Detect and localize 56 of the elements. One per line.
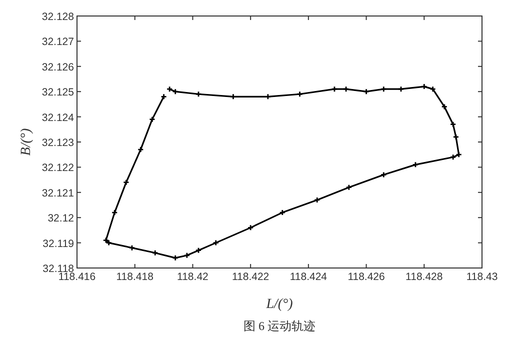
y-tick-label: 32.126 xyxy=(42,61,74,74)
y-tick-label: 32.12 xyxy=(48,212,74,225)
y-tick-label: 32.119 xyxy=(42,238,74,250)
point xyxy=(150,116,155,122)
point xyxy=(297,92,302,97)
point xyxy=(112,210,118,216)
point xyxy=(196,92,201,97)
x-tick-label: 118.424 xyxy=(290,271,328,283)
point xyxy=(103,238,108,243)
point xyxy=(124,180,129,185)
y-tick-label: 32.127 xyxy=(42,36,74,48)
point xyxy=(129,245,134,250)
point xyxy=(172,89,178,94)
point xyxy=(381,172,386,178)
line-series xyxy=(103,84,462,260)
point xyxy=(430,86,436,92)
point xyxy=(248,225,254,230)
x-tick-label: 118.42 xyxy=(177,271,209,283)
x-tick-label: 118.428 xyxy=(406,271,443,283)
point xyxy=(184,252,190,258)
point xyxy=(106,240,112,246)
point xyxy=(422,84,427,90)
point xyxy=(364,89,369,94)
point xyxy=(314,197,320,202)
point xyxy=(138,147,144,152)
point xyxy=(456,152,462,158)
point xyxy=(398,86,404,92)
point xyxy=(332,86,337,92)
point xyxy=(152,250,158,256)
caption: 图 6 运动轨迹 xyxy=(244,319,316,333)
x-axis-title: L/(°) xyxy=(265,297,294,312)
point xyxy=(381,86,386,92)
x-tick-label: 118.426 xyxy=(348,271,386,283)
point xyxy=(344,86,349,92)
point xyxy=(196,248,201,253)
y-axis-title: B/(°) xyxy=(19,128,34,156)
point xyxy=(161,94,166,100)
point xyxy=(280,210,285,216)
y-tick-label: 32.123 xyxy=(42,137,74,149)
point xyxy=(442,104,447,110)
point xyxy=(167,86,172,92)
point xyxy=(450,154,456,160)
x-tick-label: 118.422 xyxy=(232,271,270,283)
y-tick-label: 32.121 xyxy=(42,187,74,200)
x-tick-label: 118.416 xyxy=(58,271,96,283)
point xyxy=(450,122,456,127)
x-tick-label: 118.43 xyxy=(466,271,498,283)
y-tick-label: 32.122 xyxy=(42,162,74,174)
point xyxy=(172,255,178,260)
y-tick-label: 32.128 xyxy=(42,11,74,23)
point xyxy=(412,162,418,168)
point xyxy=(213,240,218,246)
point xyxy=(346,184,352,190)
y-tick-label: 32.125 xyxy=(42,86,74,99)
y-tick-label: 32.124 xyxy=(42,112,74,124)
x-tick-label: 118.418 xyxy=(116,271,154,283)
